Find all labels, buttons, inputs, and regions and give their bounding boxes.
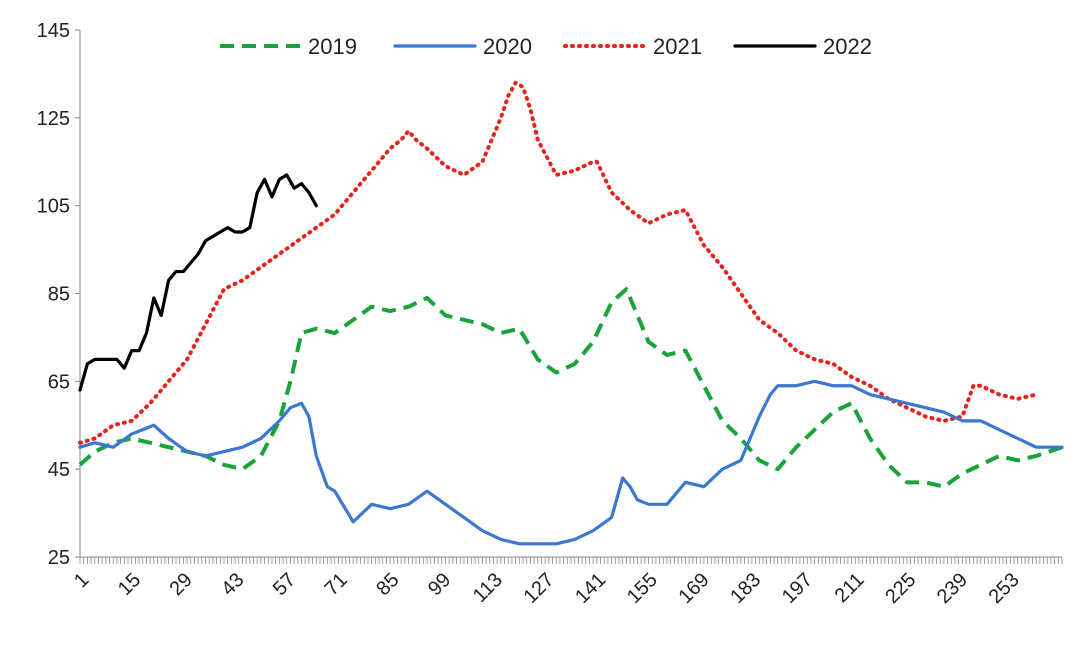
legend-label-2021: 2021	[653, 34, 702, 59]
x-tick-label: 113	[469, 569, 507, 607]
series-line-2022	[78, 173, 318, 392]
x-tick-label: 99	[424, 569, 455, 600]
y-tick-label: 125	[37, 108, 70, 130]
x-tick-label: 239	[933, 569, 972, 608]
y-tick-label: 105	[37, 196, 70, 218]
x-tick-label: 127	[519, 569, 558, 608]
x-tick-label: 141	[571, 569, 610, 608]
y-tick-label: 65	[48, 371, 70, 393]
x-tick-label: 85	[372, 569, 403, 600]
x-tick-label: 15	[114, 569, 145, 600]
legend: 2019 2020 2021 2022	[220, 34, 872, 59]
x-tick-label: 29	[166, 569, 197, 600]
legend-label-2022: 2022	[823, 34, 872, 59]
legend-label-2020: 2020	[483, 34, 532, 59]
x-tick-label: 169	[674, 569, 713, 608]
x-minor-ticks	[79, 557, 1063, 564]
x-tick-label: 155	[623, 569, 662, 608]
series-line-2021	[78, 80, 1039, 445]
series-line-2019	[78, 287, 1063, 489]
y-tick-label: 145	[37, 20, 70, 42]
axes: 25 45 65 85 105 125 145 1 15 29 43 57 71 85 99 113 127 14…	[37, 20, 1063, 608]
y-tick-label: 25	[48, 547, 70, 569]
x-tick-label: 43	[217, 569, 248, 600]
y-tick-label: 45	[48, 459, 70, 481]
legend-label-2019: 2019	[308, 34, 357, 59]
x-tick-label: 211	[831, 569, 869, 607]
x-tick-label: 1	[70, 569, 93, 592]
x-tick-label: 57	[269, 569, 300, 600]
x-tick-label: 253	[985, 569, 1024, 608]
y-tick-label: 85	[48, 284, 70, 306]
series-line-2020	[78, 379, 1064, 546]
x-tick-label: 197	[778, 569, 817, 608]
x-tick-label: 225	[881, 569, 920, 608]
x-tick-label: 71	[321, 569, 352, 600]
series-layer	[78, 80, 1064, 546]
x-tick-label: 183	[726, 569, 765, 608]
